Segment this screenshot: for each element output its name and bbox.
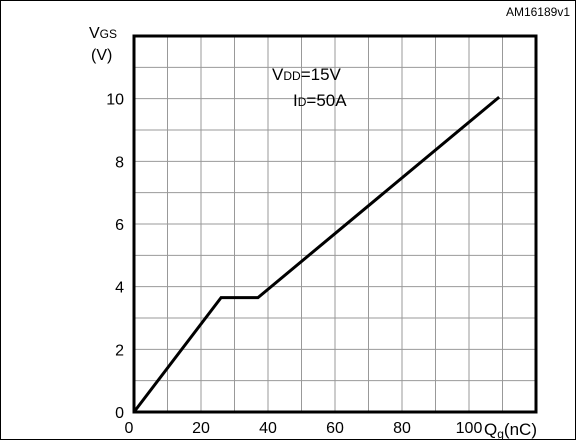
y-tick-label: 2	[115, 342, 124, 359]
x-tick-label: 20	[192, 420, 210, 437]
tick-labels: 0 20 40 60 80 100 0 2 4 6 8 10	[106, 92, 482, 437]
y-tick-label: 6	[115, 217, 124, 234]
y-axis-label: VGS	[89, 25, 117, 42]
series-line	[132, 95, 501, 413]
plot-area-border	[132, 34, 538, 414]
x-tick-label: 0	[125, 420, 134, 437]
x-tick-label: 80	[393, 420, 411, 437]
y-tick-label: 8	[115, 154, 124, 171]
x-axis-label: Qg(nC)	[484, 420, 537, 440]
figure-id: AM16189v1	[506, 5, 570, 19]
y-tick-label: 0	[115, 405, 124, 422]
x-tick-label: 60	[326, 420, 344, 437]
x-tick-label: 40	[259, 420, 277, 437]
y-axis-unit: (V)	[91, 47, 112, 64]
y-tick-label: 10	[106, 92, 124, 109]
x-tick-label: 100	[456, 420, 483, 437]
y-tick-label: 4	[115, 280, 124, 297]
vdd-annotation: VDD=15V	[272, 65, 342, 84]
grid-lines	[134, 36, 536, 412]
id-annotation: ID=50A	[293, 91, 347, 110]
